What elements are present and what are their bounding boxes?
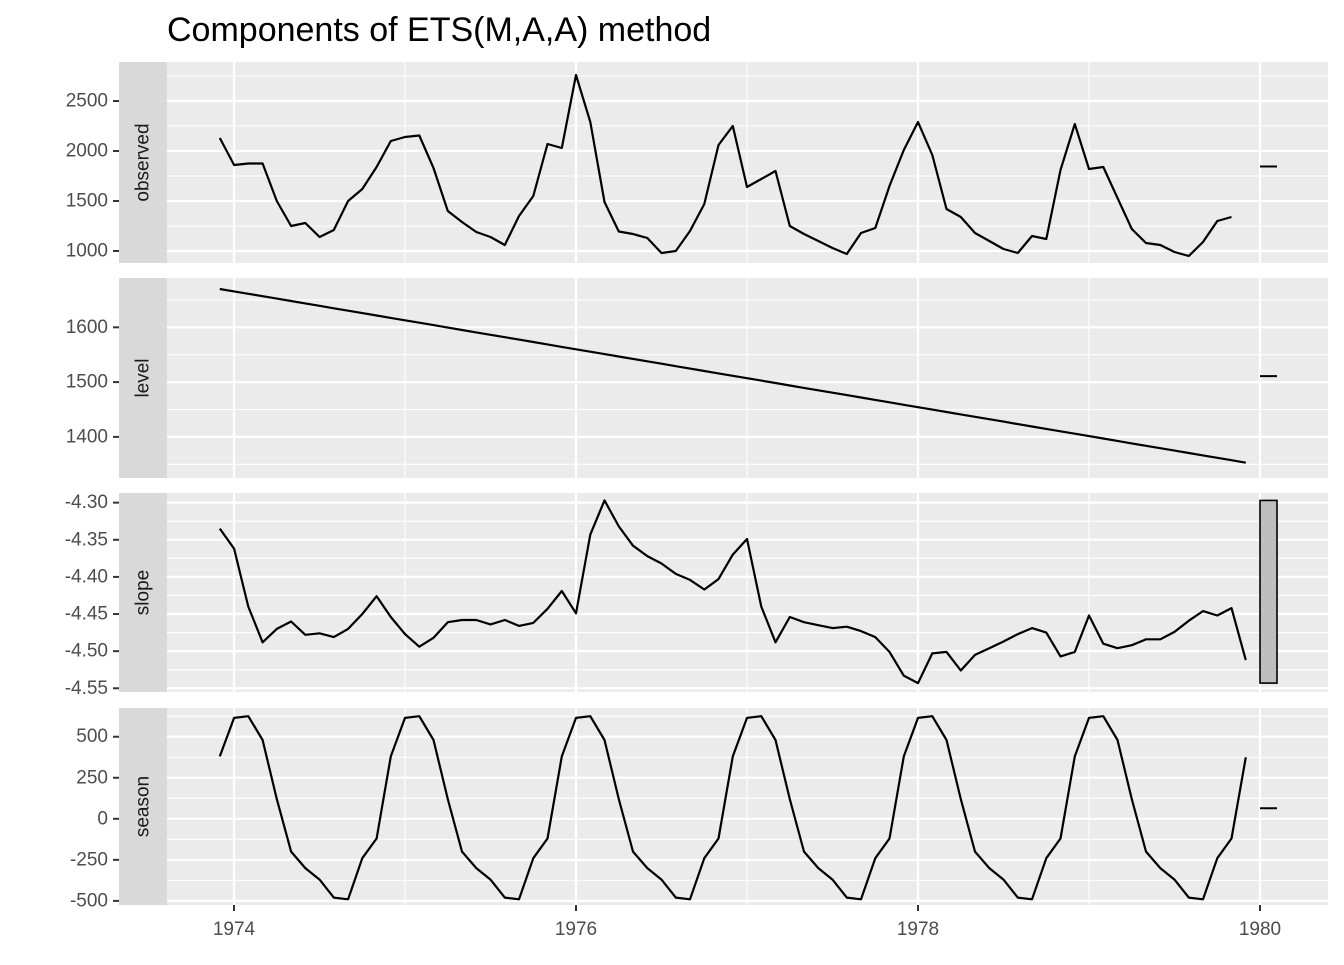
- facet-season: season -500 -250 0 250 500: [70, 708, 1328, 911]
- x-tick-label: 1974: [213, 919, 256, 940]
- y-tick-label: 1600: [66, 317, 108, 338]
- y-tick-label: -4.35: [65, 529, 108, 550]
- facet-strip: [119, 62, 167, 263]
- y-tick-label: -250: [70, 849, 108, 870]
- series-line-season: [218, 715, 1247, 901]
- x-tick-label: 1976: [555, 919, 597, 940]
- y-tick-label: 1000: [66, 241, 108, 262]
- series-line-slope: [218, 499, 1247, 685]
- x-tick-label: 1980: [1239, 919, 1281, 940]
- y-tick-label: 500: [76, 726, 108, 747]
- y-tick-label: 1500: [66, 372, 108, 393]
- y-tick-label: 1400: [66, 426, 108, 447]
- y-tick-label: 2500: [66, 91, 108, 112]
- y-tick-label: -4.30: [65, 492, 108, 513]
- y-tick-label: 0: [97, 808, 108, 829]
- facet-strip: [119, 278, 167, 478]
- facet-level: level 1400 1500 1600: [66, 278, 1328, 478]
- y-tick-label: 250: [76, 767, 108, 788]
- facet-strip-label: slope: [133, 570, 154, 615]
- y-tick-label: -4.45: [65, 604, 108, 625]
- y-tick-label: 1500: [66, 191, 108, 212]
- facet-observed: observed 1000 1500 2000 2500: [66, 62, 1328, 263]
- y-tick-label: 2000: [66, 141, 108, 162]
- range-bar: [1259, 499, 1278, 684]
- facet-strip-label: level: [133, 358, 154, 397]
- facet-strip-label: observed: [133, 123, 154, 201]
- y-tick-label: -4.40: [65, 566, 108, 587]
- series-line-observed: [218, 73, 1232, 258]
- y-tick-label: -4.55: [65, 678, 108, 699]
- facet-slope: slope -4.55 -4.50 -4.45 -4.40 -4.35 -4.30: [65, 492, 1328, 699]
- series-line-level: [219, 287, 1246, 464]
- facet-strip: [119, 708, 167, 905]
- x-tick-label: 1978: [897, 919, 939, 940]
- y-tick-label: -4.50: [65, 641, 108, 662]
- y-tick-label: -500: [70, 890, 108, 911]
- facet-strip-label: season: [133, 776, 154, 837]
- facet-strip: [119, 493, 167, 692]
- chart-title: Components of ETS(M,A,A) method: [167, 11, 711, 49]
